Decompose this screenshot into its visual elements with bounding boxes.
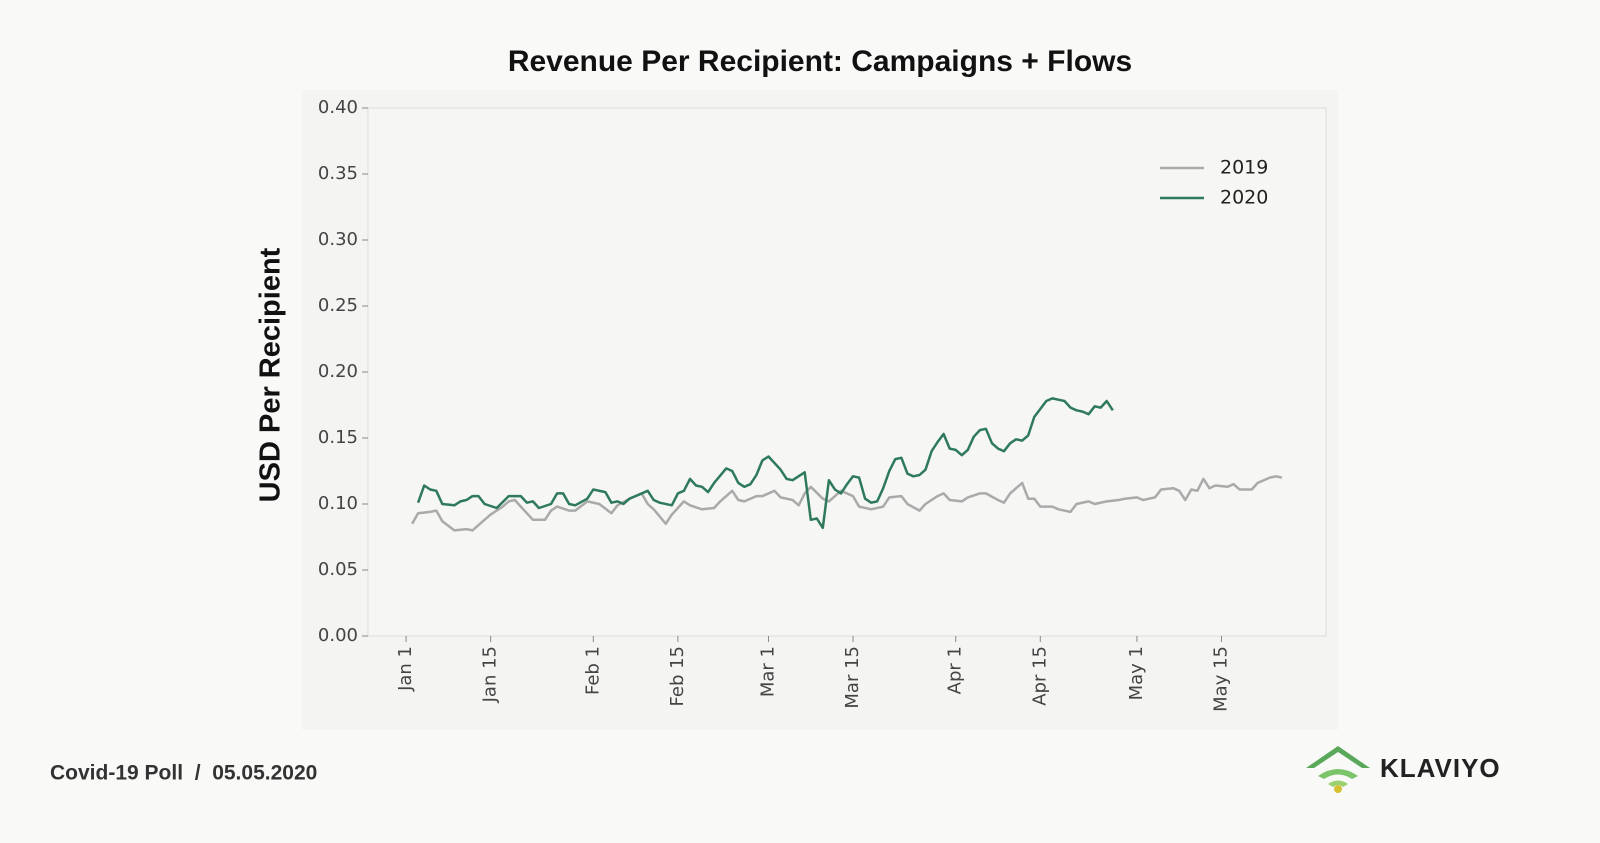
chart-title: Revenue Per Recipient: Campaigns + Flows — [508, 45, 1132, 78]
x-tick-label: Jan 1 — [395, 646, 416, 692]
y-tick-label: 0.00 — [318, 625, 358, 646]
brand: KLAVIYO — [1380, 753, 1501, 783]
x-tick-label: Mar 15 — [842, 646, 863, 709]
x-tick-label: May 1 — [1126, 646, 1147, 700]
logo-dot — [1334, 785, 1342, 793]
y-tick-label: 0.10 — [318, 493, 358, 514]
x-tick-label: May 15 — [1211, 646, 1232, 712]
line — [411, 475, 1283, 532]
line — [416, 397, 1114, 530]
plot-area — [367, 107, 1327, 637]
legend-label: 2020 — [1220, 187, 1268, 209]
x-tick-label: Mar 1 — [757, 646, 778, 697]
x-tick-label: Feb 15 — [667, 646, 688, 707]
y-tick-label: 0.05 — [318, 559, 358, 580]
y-tick-label: 0.25 — [318, 295, 358, 316]
logo — [1306, 746, 1370, 793]
y-tick-label: 0.20 — [318, 361, 358, 382]
footer: Covid-19 Poll / 05.05.2020 — [50, 762, 317, 785]
x-tick-label: Jan 15 — [480, 646, 501, 703]
y-tick-label: 0.30 — [318, 229, 358, 250]
x-tick-label: Apr 1 — [945, 646, 966, 694]
logo-wave — [1328, 780, 1348, 787]
x-tick-label: Feb 1 — [582, 646, 603, 695]
y-axis-label: USD Per Recipient — [255, 247, 287, 502]
y-tick-label: 0.35 — [318, 163, 358, 184]
y-tick-label: 0.15 — [318, 427, 358, 448]
y-tick-label: 0.40 — [318, 97, 358, 118]
logo-roof — [1306, 746, 1370, 768]
logo-wave — [1318, 769, 1358, 779]
legend-label: 2019 — [1220, 157, 1268, 179]
x-tick-label: Apr 15 — [1029, 646, 1050, 706]
